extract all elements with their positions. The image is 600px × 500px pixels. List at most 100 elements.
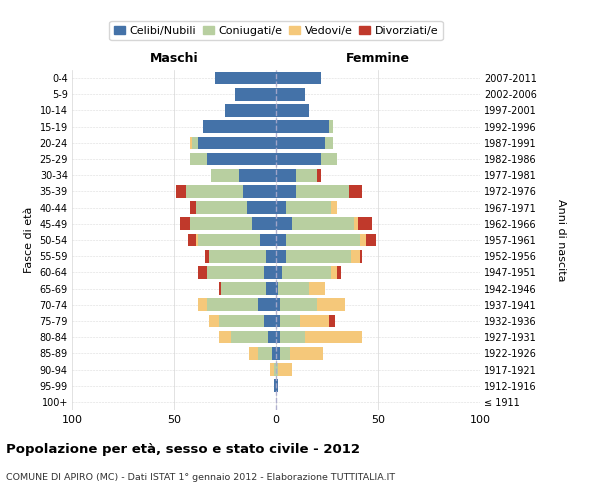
Bar bbox=[276, 331, 280, 344]
Bar bbox=[221, 282, 266, 295]
Bar bbox=[276, 282, 278, 295]
Bar bbox=[296, 169, 317, 181]
Bar bbox=[276, 347, 280, 360]
Bar bbox=[250, 347, 257, 360]
Bar bbox=[276, 234, 286, 246]
Bar bbox=[278, 282, 308, 295]
Bar bbox=[199, 298, 206, 311]
Bar bbox=[219, 282, 221, 295]
Bar bbox=[358, 218, 372, 230]
Bar bbox=[280, 347, 290, 360]
Bar bbox=[206, 266, 264, 278]
Bar bbox=[286, 202, 331, 214]
Bar bbox=[296, 185, 349, 198]
Bar bbox=[305, 331, 362, 344]
Bar bbox=[196, 234, 199, 246]
Bar bbox=[190, 218, 251, 230]
Bar bbox=[257, 298, 276, 311]
Bar bbox=[257, 347, 272, 360]
Bar bbox=[219, 314, 264, 328]
Bar bbox=[266, 282, 276, 295]
Bar bbox=[278, 363, 292, 376]
Bar bbox=[239, 169, 276, 181]
Text: Femmine: Femmine bbox=[346, 52, 410, 65]
Bar bbox=[337, 266, 341, 278]
Bar bbox=[366, 234, 376, 246]
Bar bbox=[199, 136, 276, 149]
Bar bbox=[276, 363, 278, 376]
Bar bbox=[274, 380, 276, 392]
Text: Maschi: Maschi bbox=[149, 52, 199, 65]
Bar bbox=[276, 169, 296, 181]
Bar bbox=[331, 202, 337, 214]
Bar bbox=[280, 331, 305, 344]
Bar bbox=[359, 250, 362, 262]
Bar bbox=[331, 266, 337, 278]
Bar bbox=[353, 218, 358, 230]
Bar bbox=[280, 314, 301, 328]
Bar bbox=[276, 380, 278, 392]
Bar bbox=[272, 347, 276, 360]
Bar bbox=[231, 331, 268, 344]
Bar bbox=[264, 266, 276, 278]
Bar bbox=[292, 218, 353, 230]
Bar bbox=[276, 88, 305, 101]
Bar bbox=[196, 202, 247, 214]
Bar bbox=[260, 234, 276, 246]
Bar bbox=[266, 250, 276, 262]
Bar bbox=[276, 152, 321, 166]
Bar bbox=[190, 152, 206, 166]
Bar bbox=[199, 266, 206, 278]
Y-axis label: Anni di nascita: Anni di nascita bbox=[556, 198, 566, 281]
Bar bbox=[329, 314, 335, 328]
Bar bbox=[276, 202, 286, 214]
Bar bbox=[308, 282, 325, 295]
Bar bbox=[329, 120, 333, 133]
Bar bbox=[276, 266, 282, 278]
Bar bbox=[276, 104, 308, 117]
Bar bbox=[180, 218, 190, 230]
Bar bbox=[286, 234, 359, 246]
Text: COMUNE DI APIRO (MC) - Dati ISTAT 1° gennaio 2012 - Elaborazione TUTTITALIA.IT: COMUNE DI APIRO (MC) - Dati ISTAT 1° gen… bbox=[6, 472, 395, 482]
Bar bbox=[274, 363, 276, 376]
Bar bbox=[349, 185, 362, 198]
Bar bbox=[215, 72, 276, 85]
Bar bbox=[188, 234, 196, 246]
Bar bbox=[264, 314, 276, 328]
Bar bbox=[176, 185, 186, 198]
Bar bbox=[276, 120, 329, 133]
Bar bbox=[209, 314, 219, 328]
Text: Popolazione per età, sesso e stato civile - 2012: Popolazione per età, sesso e stato civil… bbox=[6, 442, 360, 456]
Bar bbox=[317, 169, 321, 181]
Bar bbox=[321, 152, 337, 166]
Bar bbox=[206, 152, 276, 166]
Bar bbox=[280, 298, 317, 311]
Bar bbox=[199, 234, 260, 246]
Y-axis label: Fasce di età: Fasce di età bbox=[24, 207, 34, 273]
Bar bbox=[225, 104, 276, 117]
Bar bbox=[276, 250, 286, 262]
Bar bbox=[352, 250, 359, 262]
Bar bbox=[190, 136, 193, 149]
Bar bbox=[211, 169, 239, 181]
Bar bbox=[219, 331, 231, 344]
Bar bbox=[205, 250, 209, 262]
Bar bbox=[276, 218, 292, 230]
Bar bbox=[270, 363, 274, 376]
Bar bbox=[359, 234, 366, 246]
Legend: Celibi/Nubili, Coniugati/e, Vedovi/e, Divorziati/e: Celibi/Nubili, Coniugati/e, Vedovi/e, Di… bbox=[109, 21, 443, 40]
Bar bbox=[190, 202, 196, 214]
Bar bbox=[325, 136, 333, 149]
Bar bbox=[206, 298, 257, 311]
Bar bbox=[282, 266, 331, 278]
Bar bbox=[251, 218, 276, 230]
Bar bbox=[209, 250, 266, 262]
Bar bbox=[247, 202, 276, 214]
Bar bbox=[235, 88, 276, 101]
Bar bbox=[186, 185, 244, 198]
Bar bbox=[276, 136, 325, 149]
Bar bbox=[301, 314, 329, 328]
Bar bbox=[290, 347, 323, 360]
Bar bbox=[276, 185, 296, 198]
Bar bbox=[276, 314, 280, 328]
